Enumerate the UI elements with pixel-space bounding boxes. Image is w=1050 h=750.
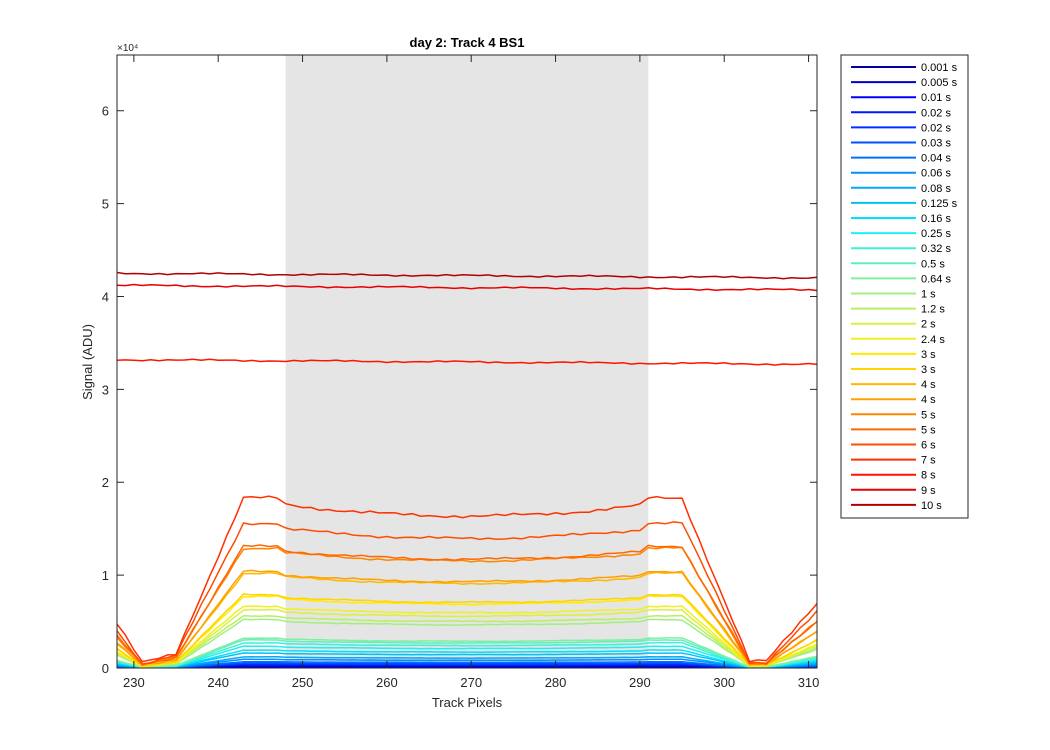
x-tick-label: 270	[460, 675, 482, 690]
x-tick-label: 250	[292, 675, 314, 690]
series-line	[117, 618, 817, 667]
y-tick-label: 6	[102, 104, 109, 119]
series-line	[117, 662, 817, 668]
plot-box	[116, 54, 818, 669]
legend-label: 1.2 s	[921, 304, 945, 316]
series-line	[117, 569, 817, 667]
x-axis-ticks: 230 240 250 260 270 280 290 300 310	[123, 55, 819, 690]
legend-label: 0.02 s	[921, 122, 951, 134]
legend-label: 0.5 s	[921, 258, 945, 270]
x-tick-label: 240	[207, 675, 229, 690]
chart-title: day 2: Track 4 BS1	[410, 35, 525, 50]
y-tick-label: 3	[102, 382, 109, 397]
legend-label: 5 s	[921, 424, 936, 436]
series-line	[117, 656, 817, 668]
legend-label: 7 s	[921, 455, 936, 467]
series-line	[117, 594, 817, 667]
series-line	[117, 666, 817, 668]
x-tick-label: 290	[629, 675, 651, 690]
legend-label: 5 s	[921, 409, 936, 421]
series-line	[117, 358, 817, 366]
legend-label: 0.64 s	[921, 273, 951, 285]
y-axis-ticks: 0 1 2 3 4 5 6	[102, 104, 817, 676]
series-line	[117, 521, 817, 665]
y-tick-label: 2	[102, 475, 109, 490]
legend-label: 4 s	[921, 379, 936, 391]
series-line	[117, 271, 817, 280]
series-line	[117, 641, 817, 668]
legend-label: 0.04 s	[921, 153, 951, 165]
series-line	[117, 660, 817, 668]
series-line	[117, 638, 817, 668]
series-line	[117, 649, 817, 668]
x-tick-label: 300	[713, 675, 735, 690]
legend-label: 0.125 s	[921, 198, 958, 210]
y-axis-label: Signal (ADU)	[80, 324, 95, 400]
series-line	[117, 495, 817, 663]
legend-label: 3 s	[921, 349, 936, 361]
y-tick-label: 0	[102, 661, 109, 676]
legend-label: 8 s	[921, 470, 936, 482]
series-line	[117, 658, 817, 668]
legend-label: 0.08 s	[921, 183, 951, 195]
series-line	[117, 593, 817, 667]
legend-label: 0.01 s	[921, 92, 951, 104]
legend-label: 0.02 s	[921, 107, 951, 119]
x-tick-label: 260	[376, 675, 398, 690]
legend-label: 4 s	[921, 394, 936, 406]
series-line	[117, 544, 817, 665]
y-tick-label: 4	[102, 289, 109, 304]
series-line	[117, 637, 817, 668]
legend-label: 0.005 s	[921, 77, 958, 89]
legend-label: 0.32 s	[921, 243, 951, 255]
series-line	[117, 608, 817, 667]
y-tick-label: 5	[102, 197, 109, 212]
x-tick-label: 280	[545, 675, 567, 690]
legend-label: 10 s	[921, 500, 942, 512]
series-line	[117, 645, 817, 668]
series-line	[117, 283, 817, 292]
legend-label: 0.001 s	[921, 62, 958, 74]
legend-label: 2 s	[921, 319, 936, 331]
series-line	[117, 665, 817, 668]
legend-label: 1 s	[921, 289, 936, 301]
legend-label: 2.4 s	[921, 334, 945, 346]
legend-label: 0.03 s	[921, 138, 951, 150]
legend-label: 6 s	[921, 440, 936, 452]
series-layer	[117, 271, 817, 668]
x-tick-label: 310	[798, 675, 820, 690]
legend-box	[840, 54, 969, 519]
x-tick-label: 230	[123, 675, 145, 690]
series-line	[117, 614, 817, 668]
legend-label: 0.25 s	[921, 228, 951, 240]
series-line	[117, 652, 817, 668]
y-exponent-label: ×10⁴	[117, 43, 138, 54]
legend-label: 0.16 s	[921, 213, 951, 225]
x-axis-label: Track Pixels	[432, 695, 503, 710]
legend: 0.001 s 0.005 s 0.01 s 0.02 s 0.02 s 0.03 s 0.…	[840, 54, 969, 519]
y-tick-label: 1	[102, 568, 109, 583]
legend-label: 3 s	[921, 364, 936, 376]
legend-label: 0.06 s	[921, 168, 951, 180]
series-line	[117, 663, 817, 668]
series-line	[117, 605, 817, 668]
legend-label: 9 s	[921, 485, 936, 497]
